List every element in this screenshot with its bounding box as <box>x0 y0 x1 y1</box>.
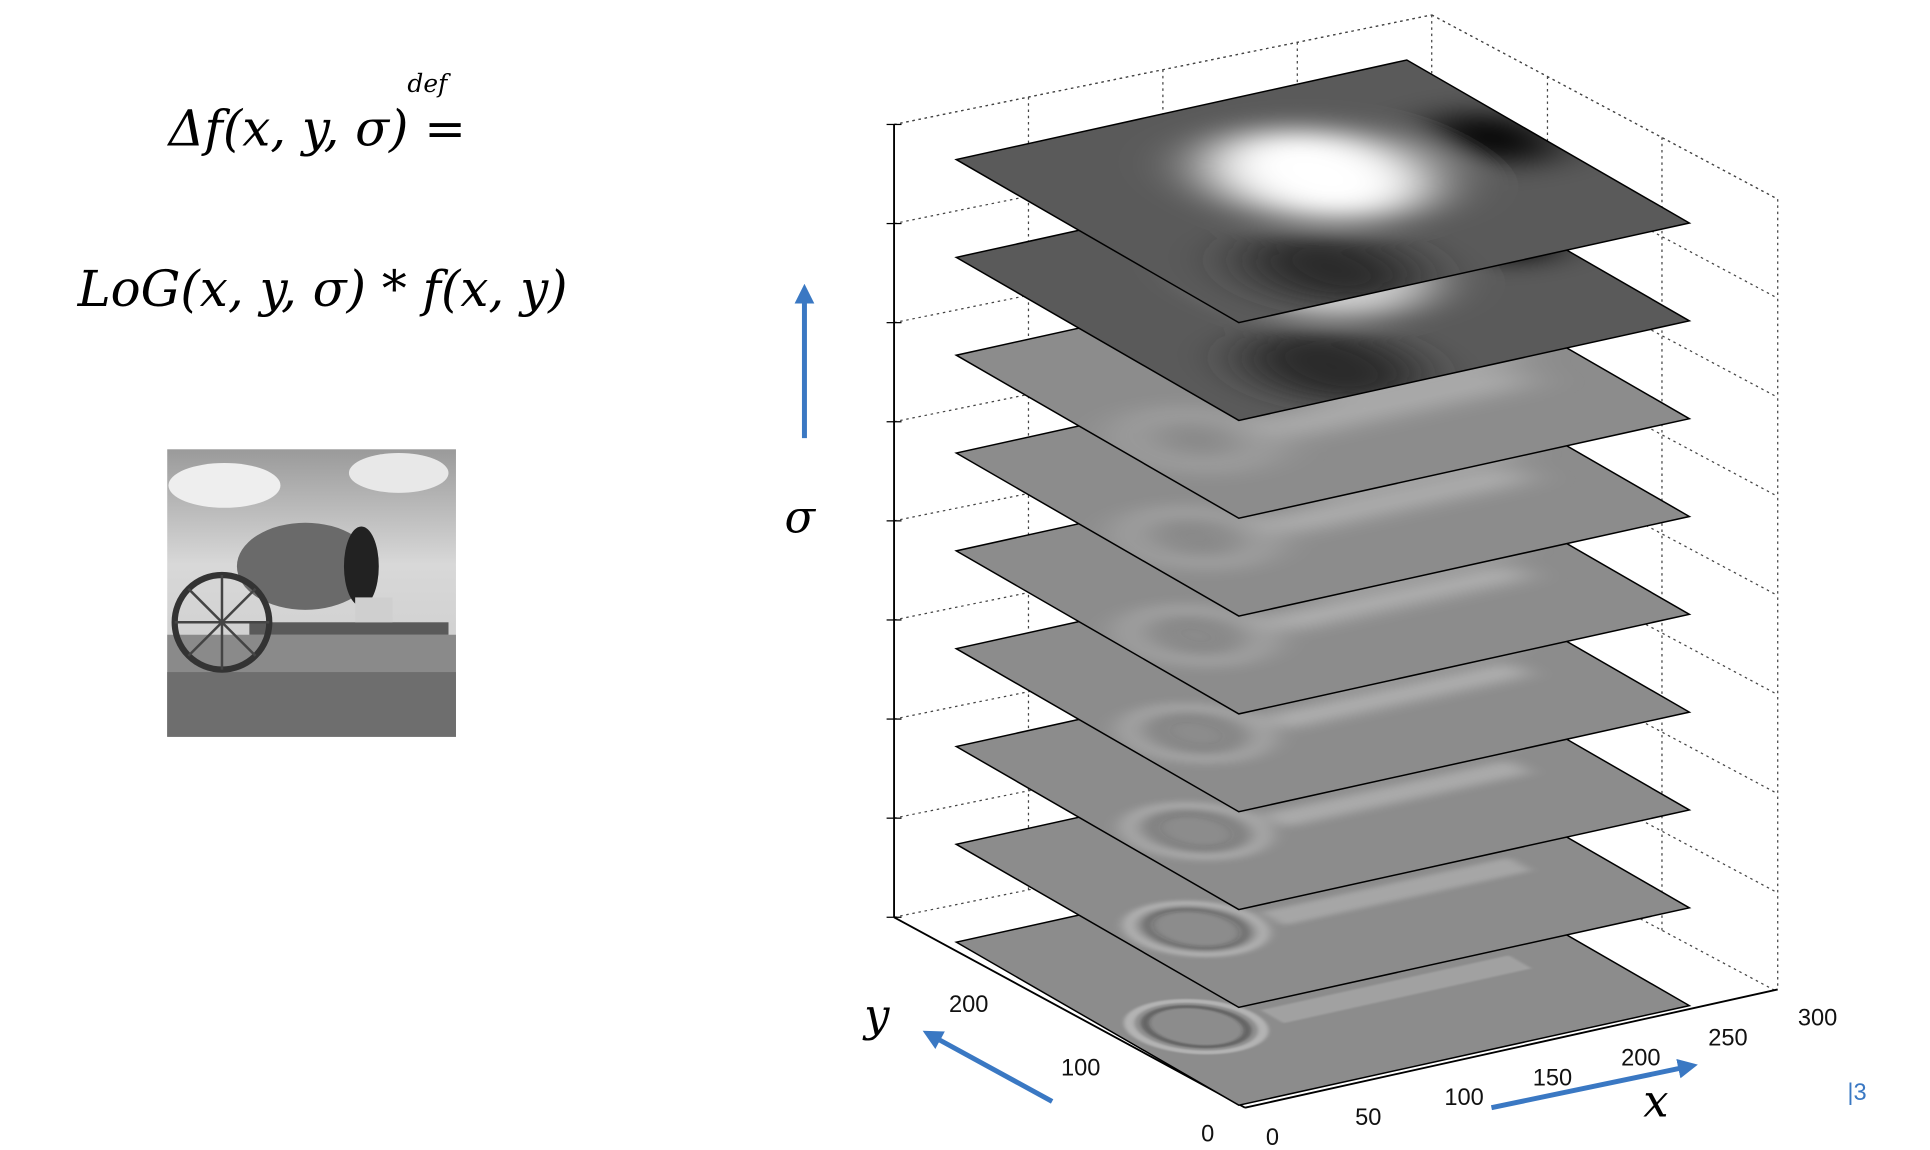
x-tick-label: 250 <box>1708 1025 1747 1051</box>
formula-lhs: Δf(x, y, σ) = <box>166 100 466 158</box>
x-tick-label: 100 <box>1444 1085 1483 1111</box>
formula-def-label: def <box>407 69 451 98</box>
scale-space-slices <box>956 58 1712 1105</box>
x-tick-label: 300 <box>1798 1006 1837 1032</box>
y-axis-label: y <box>862 989 890 1042</box>
page-number: |3 <box>1847 1080 1866 1106</box>
x-tick-label: 50 <box>1355 1105 1381 1131</box>
y-tick-label: 0 <box>1201 1121 1214 1147</box>
y-direction-arrow-icon <box>922 1030 1054 1104</box>
plot-axes <box>893 124 1778 1109</box>
y-tick-label: 200 <box>949 992 988 1018</box>
formula-rhs: LoG(x, y, σ) * f(x, y) <box>77 260 568 318</box>
sigma-label: σ <box>785 491 817 544</box>
wagon-barrel-photo <box>167 449 456 737</box>
x-tick-label: 0 <box>1266 1125 1279 1150</box>
scale-slice-9 <box>956 58 1712 331</box>
x-tick-label: 150 <box>1533 1065 1572 1091</box>
x-axis-label: x <box>1643 1074 1668 1127</box>
x-tick-label: 200 <box>1621 1045 1660 1071</box>
y-tick-label: 100 <box>1061 1055 1100 1081</box>
x-direction-arrow-icon <box>1490 1058 1698 1111</box>
